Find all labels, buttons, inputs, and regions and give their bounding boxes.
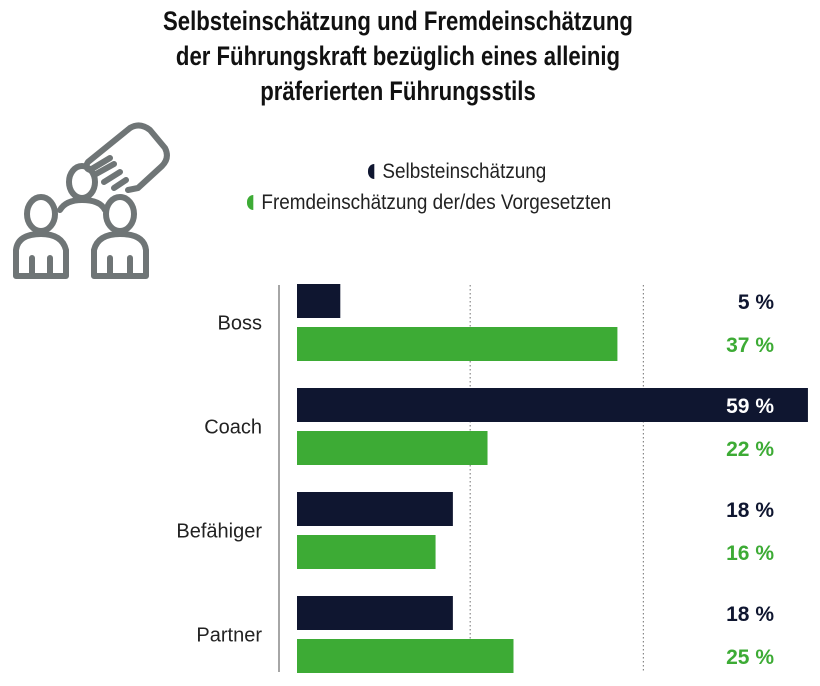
legend-marker-selbst [368, 164, 375, 179]
bar-befähiger-fremd [297, 535, 436, 569]
bar-boss-fremd [297, 327, 618, 361]
legend-marker-fremd [247, 195, 254, 210]
title-line-1: Selbsteinschätzung und Fremdeinschätzung [163, 6, 633, 36]
bar-befähiger-selbst [297, 492, 453, 526]
bar-partner-selbst [297, 596, 453, 630]
category-label: Befähiger [176, 521, 262, 543]
data-label: 37 % [726, 334, 774, 357]
category-label: Boss [218, 313, 262, 335]
legend-item-selbst: Selbsteinschätzung [368, 156, 546, 187]
data-label: 16 % [726, 542, 774, 565]
bar-boss-selbst [297, 284, 341, 318]
data-label: 5 % [738, 291, 775, 314]
bar-coach-fremd [297, 431, 488, 465]
data-label: 18 % [726, 499, 774, 522]
data-label: 59 % [726, 395, 774, 418]
legend-label-selbst: Selbsteinschätzung [382, 160, 547, 183]
bar-partner-fremd [297, 639, 514, 673]
title-line-3: präferierten Führungsstils [260, 76, 536, 106]
data-label: 22 % [726, 438, 774, 461]
category-label: Partner [196, 625, 262, 647]
legend-label-fremd: Fremdeinschätzung der/des Vorgesetzten [261, 191, 612, 214]
legend-item-fremd: Fremdeinschätzung der/des Vorgesetzten [247, 187, 611, 218]
people-with-pointing-hand-icon [13, 122, 170, 279]
category-label: Coach [204, 417, 262, 439]
title-line-2: der Führungskraft bezüglich eines allein… [175, 41, 621, 71]
data-label: 18 % [726, 603, 774, 626]
bar-coach-selbst [297, 388, 808, 422]
data-label: 25 % [726, 646, 774, 669]
chart-title: Selbsteinschätzung und Fremdeinschätzung… [70, 4, 726, 109]
